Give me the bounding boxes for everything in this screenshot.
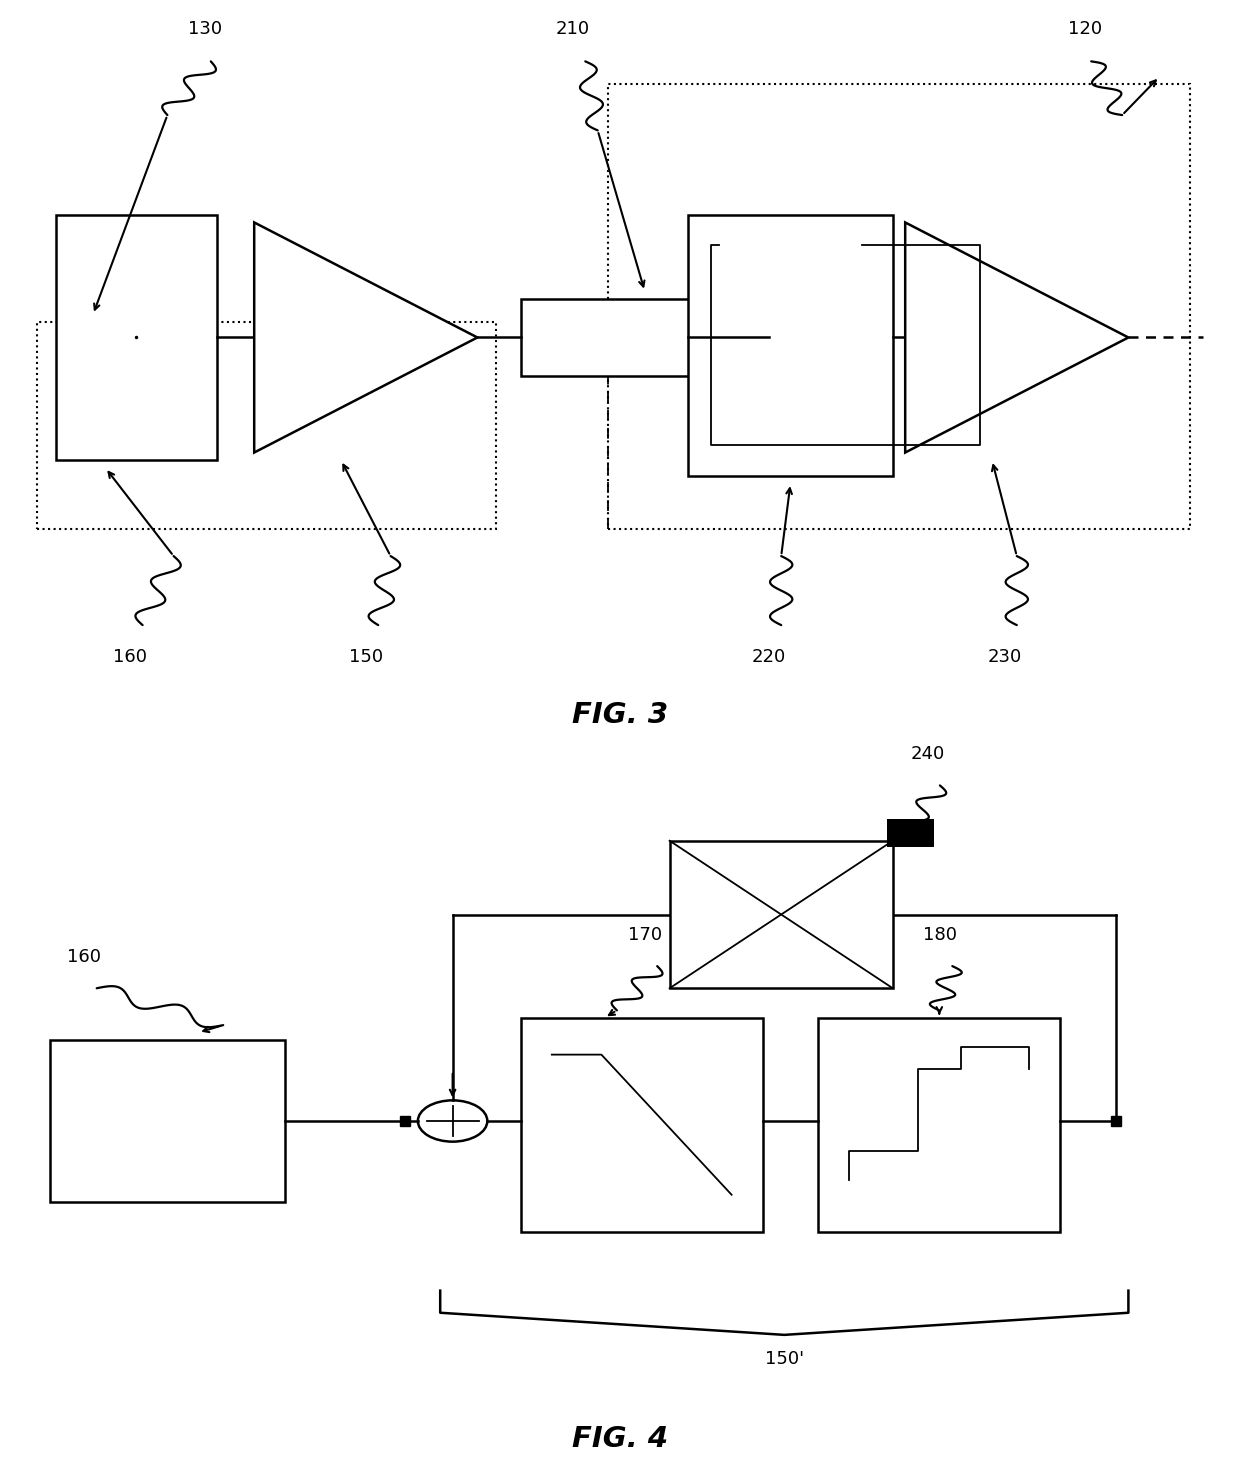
Text: FIG. 3: FIG. 3	[572, 701, 668, 729]
Polygon shape	[254, 223, 477, 453]
Text: 120: 120	[1068, 21, 1102, 38]
Text: 170: 170	[627, 926, 662, 944]
FancyBboxPatch shape	[818, 1018, 1060, 1232]
FancyBboxPatch shape	[670, 841, 893, 988]
Text: 160: 160	[113, 648, 148, 667]
Text: 160: 160	[67, 948, 102, 966]
FancyBboxPatch shape	[887, 819, 934, 847]
FancyBboxPatch shape	[521, 299, 769, 376]
Text: FIG. 4: FIG. 4	[572, 1425, 668, 1453]
Text: 130: 130	[187, 21, 222, 38]
Text: 180: 180	[923, 926, 957, 944]
FancyBboxPatch shape	[56, 215, 217, 460]
FancyBboxPatch shape	[688, 215, 893, 475]
Text: 220: 220	[751, 648, 786, 667]
Text: 240: 240	[910, 745, 945, 764]
Text: 210: 210	[556, 21, 590, 38]
Text: 150': 150'	[765, 1350, 804, 1367]
Polygon shape	[905, 223, 1128, 453]
FancyBboxPatch shape	[521, 1018, 763, 1232]
FancyBboxPatch shape	[50, 1040, 285, 1202]
Text: 230: 230	[987, 648, 1022, 667]
Text: 150: 150	[348, 648, 383, 667]
